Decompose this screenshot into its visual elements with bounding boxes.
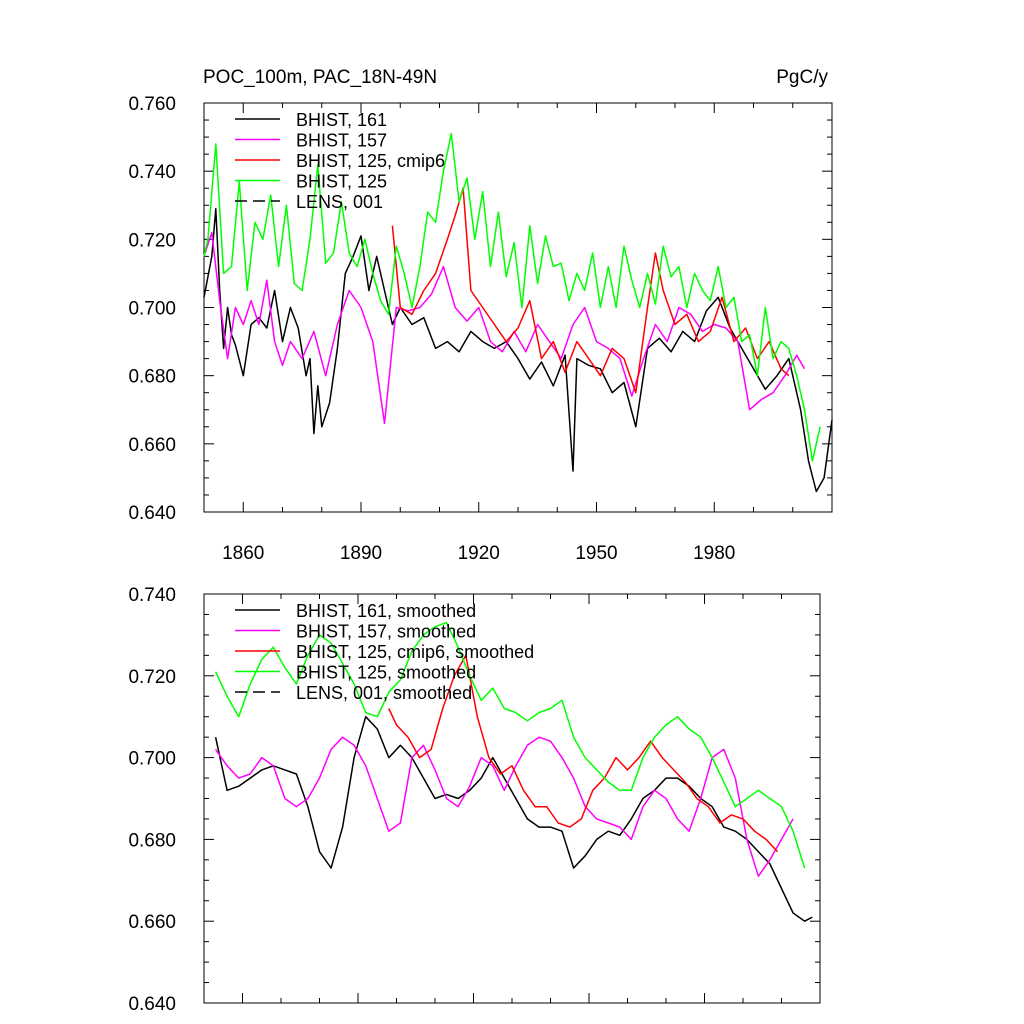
y-tick-label: 0.740 — [128, 162, 176, 183]
y-tick-label: 0.660 — [128, 912, 176, 933]
y-tick-label: 0.680 — [128, 830, 176, 851]
y-tick-label: 0.760 — [128, 94, 176, 115]
legend-label-1: BHIST, 157 — [296, 131, 387, 151]
legend-label-3: BHIST, 125, smoothed — [296, 663, 476, 683]
series-line-0 — [203, 207, 833, 493]
y-tick-label: 0.660 — [128, 435, 176, 456]
chart-title: POC_100m, PAC_18N-49N — [203, 67, 437, 88]
y-tick-label: 0.640 — [128, 503, 176, 524]
x-tick-label: 1950 — [575, 543, 617, 564]
legend-label-3: BHIST, 125 — [296, 172, 387, 192]
x-tick-label: 1920 — [458, 543, 500, 564]
legend-label-4: LENS, 001 — [296, 192, 383, 212]
series-line-0 — [214, 715, 813, 922]
legend-label-2: BHIST, 125, cmip6, smoothed — [296, 642, 534, 662]
units-label: PgC/y — [776, 67, 828, 88]
y-tick-label: 0.640 — [128, 994, 176, 1015]
y-tick-label: 0.720 — [128, 667, 176, 688]
series-line-1 — [214, 736, 794, 877]
series-line-2 — [388, 654, 779, 853]
series-line-1 — [203, 231, 806, 425]
y-tick-label: 0.740 — [128, 585, 176, 606]
y-tick-label: 0.680 — [128, 367, 176, 388]
y-tick-label: 0.700 — [128, 299, 176, 320]
legend-label-0: BHIST, 161, smoothed — [296, 601, 476, 621]
y-tick-label: 0.700 — [128, 749, 176, 770]
x-tick-label: 1860 — [222, 543, 264, 564]
legend-label-4: LENS, 001, smoothed — [296, 683, 472, 703]
x-tick-label: 1980 — [693, 543, 735, 564]
y-tick-label: 0.720 — [128, 230, 176, 251]
series-line-3 — [203, 132, 821, 462]
legend-label-2: BHIST, 125, cmip6 — [296, 151, 445, 171]
series-line-2 — [391, 187, 790, 394]
series-line-3 — [214, 621, 806, 869]
x-tick-label: 1890 — [340, 543, 382, 564]
top-panel: 0.640 0.660 0.680 0.700 0.720 0.740 0.760 1860 1… — [128, 94, 833, 564]
legend-label-0: BHIST, 161 — [296, 110, 387, 130]
bottom-panel: 0.640 0.660 0.680 0.700 0.720 0.740 BHIST, 161… — [128, 585, 821, 1015]
legend-label-1: BHIST, 157, smoothed — [296, 622, 476, 642]
